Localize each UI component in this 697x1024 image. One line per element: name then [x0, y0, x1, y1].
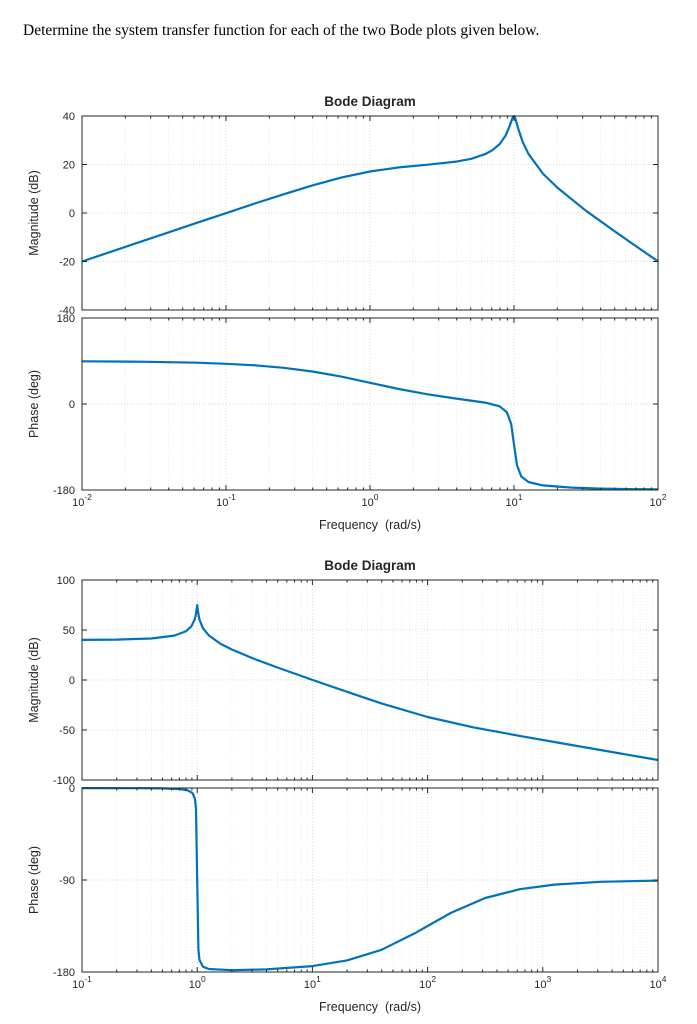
y-tick-label: -90 [59, 875, 75, 887]
y-tick-label: -180 [53, 485, 75, 497]
y-tick-label: -100 [53, 775, 75, 787]
panel-background [82, 116, 658, 310]
phase-panel: 180 0 -180 Phase (deg) [27, 313, 659, 497]
y-tick-label: 100 [57, 575, 75, 587]
x-tick-label: 100 [362, 492, 379, 509]
phase-curve [82, 360, 658, 491]
x-axis-label: Frequency (rad/s) [319, 518, 421, 532]
y-tick-label: 0 [69, 675, 75, 687]
magnitude-panel: 100 50 0 -50 -100 Magnitude (dB) [27, 575, 659, 787]
x-tick-label: 10-1 [216, 492, 236, 509]
magnitude-curve [82, 114, 658, 263]
y-tick-label: 180 [57, 313, 75, 325]
y-axis-label: Magnitude (dB) [27, 637, 41, 722]
x-tick-label: 104 [650, 974, 667, 991]
y-tick-label: 20 [63, 160, 75, 172]
y-axis-label: Phase (deg) [27, 846, 41, 914]
x-tick-label: 102 [419, 974, 436, 991]
y-tick-label: -40 [59, 305, 75, 317]
panel-background [82, 788, 658, 972]
x-tick-label: 103 [534, 974, 551, 991]
bode-plot-2: Bode Diagram 100 50 0 -50 -100 Magnitude (dB) 0… [27, 558, 667, 1014]
bode-plot-1: Bode Diagram 40 20 0 -20 -40 Magnitude (dB) 180… [27, 94, 667, 532]
y-axis-label: Magnitude (dB) [27, 170, 41, 255]
chart-title: Bode Diagram [324, 558, 416, 573]
problem-statement: Determine the system transfer function f… [23, 22, 540, 39]
chart-title: Bode Diagram [324, 94, 416, 109]
magnitude-panel: 40 20 0 -20 -40 Magnitude (dB) [27, 111, 659, 317]
x-tick-label: 100 [189, 974, 206, 991]
phase-curve [82, 787, 658, 972]
x-tick-label: 10-1 [72, 974, 92, 991]
y-axis-label: Phase (deg) [27, 370, 41, 438]
y-tick-label: -180 [53, 967, 75, 979]
phase-panel: 0 -90 -180 Phase (deg) [27, 783, 659, 979]
y-tick-label: -20 [59, 257, 75, 269]
y-tick-label: -50 [59, 725, 75, 737]
x-tick-label: 10-2 [72, 492, 92, 509]
x-tick-label: 102 [650, 492, 667, 509]
y-tick-label: 50 [63, 625, 75, 637]
panel-background [82, 318, 658, 490]
panel-background [82, 580, 658, 780]
y-tick-label: 40 [63, 111, 75, 123]
x-axis-label: Frequency (rad/s) [319, 1000, 421, 1014]
y-tick-label: 0 [69, 208, 75, 220]
y-tick-label: 0 [69, 783, 75, 795]
magnitude-curve [82, 603, 658, 762]
x-tick-label: 101 [304, 974, 321, 991]
x-tick-label: 101 [506, 492, 523, 509]
y-tick-label: 0 [69, 399, 75, 411]
